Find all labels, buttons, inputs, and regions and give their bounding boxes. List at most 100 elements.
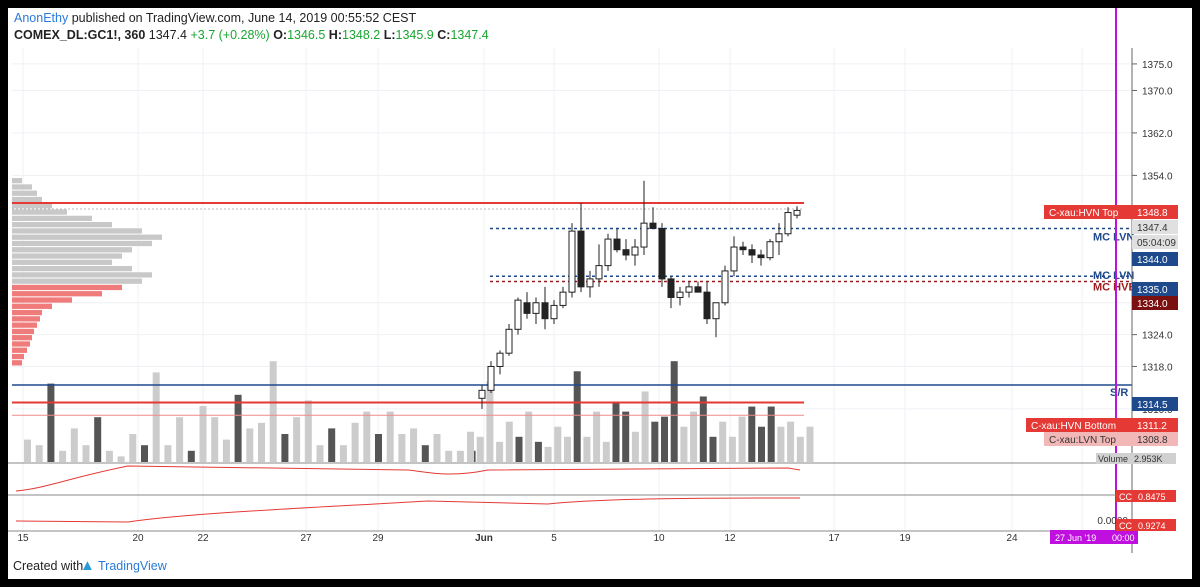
x-tick-label: 19 [899, 533, 911, 544]
price-tag-value: 1344.0 [1137, 255, 1168, 266]
candle-body [577, 230, 585, 288]
y-tick-label: 1354.0 [1142, 171, 1173, 182]
volume-label-bg [1096, 453, 1132, 464]
candle-body [631, 246, 639, 256]
x-tick-label: 22 [197, 533, 209, 544]
volume-bar [141, 445, 148, 462]
volume-bar [269, 361, 277, 462]
profile-bar [12, 322, 37, 328]
price-tag-value: 1335.0 [1137, 285, 1168, 296]
volume-bar [564, 436, 571, 462]
tradingview-brand[interactable]: TradingView [98, 559, 167, 573]
profile-bar [12, 353, 24, 360]
profile-bar [12, 278, 142, 284]
profile-bar [12, 184, 32, 190]
tradingview-logo-icon: ▲ [80, 557, 95, 574]
volume-bar [105, 450, 113, 462]
candle-body [685, 286, 693, 293]
profile-bar [12, 297, 72, 303]
price-tag-value-bg [1132, 418, 1178, 432]
profile-bar [12, 228, 142, 234]
profile-bar [12, 196, 42, 203]
candle-body [523, 302, 531, 314]
profile-bar [12, 178, 22, 184]
profile-bar [12, 253, 122, 259]
volume-bar [304, 400, 312, 462]
volume-bar [82, 445, 90, 462]
volume-bar [316, 445, 324, 462]
profile-bar [12, 259, 112, 265]
price-tag-value: 05:04:09 [1137, 238, 1176, 249]
volume-bar [796, 436, 804, 462]
volume-bar [583, 436, 591, 462]
volume-bar [164, 445, 172, 462]
price-tag-value: 1348.8 [1137, 208, 1168, 219]
profile-bar [12, 247, 132, 253]
volume-bar [748, 406, 756, 462]
candle-body [595, 265, 603, 280]
candle-body [514, 299, 522, 330]
open-label: O: [273, 28, 288, 42]
profile-bar [12, 335, 32, 341]
price-tag-label-bg [1044, 205, 1132, 219]
x-tick-label: 29 [372, 533, 384, 544]
volume-bar [505, 421, 513, 462]
volume-bar [612, 401, 620, 462]
low-label: L: [383, 28, 396, 42]
cc-tag-2-label: CC [1119, 521, 1132, 531]
price-tag-value-bg [1132, 205, 1178, 219]
volume-bar [515, 436, 523, 462]
volume-bar [525, 411, 533, 462]
candle-body [721, 270, 729, 304]
price-tag-value-bg [1132, 252, 1178, 266]
created-with-text: Created with [13, 559, 84, 573]
volume-bar [573, 371, 581, 462]
candle-body [658, 227, 666, 280]
candle-body [586, 278, 594, 288]
profile-bar [12, 347, 27, 353]
volume-bar [386, 411, 394, 462]
volume-bar [445, 450, 453, 462]
y-tick-label: 1362.0 [1142, 129, 1173, 140]
volume-bar [680, 426, 688, 462]
volume-bar [187, 450, 195, 462]
time-axis[interactable]: 1520222729Jun510121719242627 Jun '1900:0… [17, 530, 1138, 544]
candle-body [541, 302, 549, 320]
volume-bar [709, 436, 717, 462]
volume-bar [622, 411, 630, 462]
candle-body [712, 302, 720, 320]
candle-body [505, 328, 513, 354]
timestamp-tag-time: 00:00 [1112, 533, 1135, 543]
price-tags: C-xau:HVN Top 1348.8 1347.4 05:04:09 1344.0 1… [1026, 205, 1178, 531]
cc-indicator-line-1 [15, 465, 801, 492]
candle-body [748, 249, 756, 256]
timestamp-tag-bg [1050, 530, 1138, 544]
profile-bar [12, 234, 162, 240]
volume-bar [152, 372, 160, 462]
high-label: H: [328, 28, 342, 42]
open-value: 1346.5 [287, 28, 326, 42]
candle-body [550, 304, 558, 320]
volume-bar [363, 411, 371, 462]
chart-header: AnonEthy published on TradingView.com, J… [8, 8, 1192, 48]
volume-bar [544, 446, 552, 462]
indicator-panels [8, 462, 1132, 532]
cc-tag-2-bg [1116, 519, 1176, 531]
profile-bar [12, 303, 52, 309]
volume-bar [690, 411, 698, 462]
candle-body [676, 291, 684, 298]
volume-bar [117, 456, 125, 462]
author-link[interactable]: AnonEthy [14, 11, 69, 25]
candle-body [568, 230, 576, 293]
volume-bar [467, 431, 474, 462]
price-tag-label-bg [1026, 418, 1132, 432]
low-value: 1345.9 [395, 28, 434, 42]
price-tag-label: C-xau:LVN Top [1049, 435, 1116, 446]
x-tick-label: 27 [300, 533, 312, 544]
y-tick-label: 1324.0 [1142, 331, 1173, 342]
profile-bar [12, 284, 122, 291]
symbol-label: COMEX_DL:GC1!, 360 [14, 28, 146, 42]
candle-body [730, 246, 738, 272]
profile-bar [12, 272, 152, 278]
